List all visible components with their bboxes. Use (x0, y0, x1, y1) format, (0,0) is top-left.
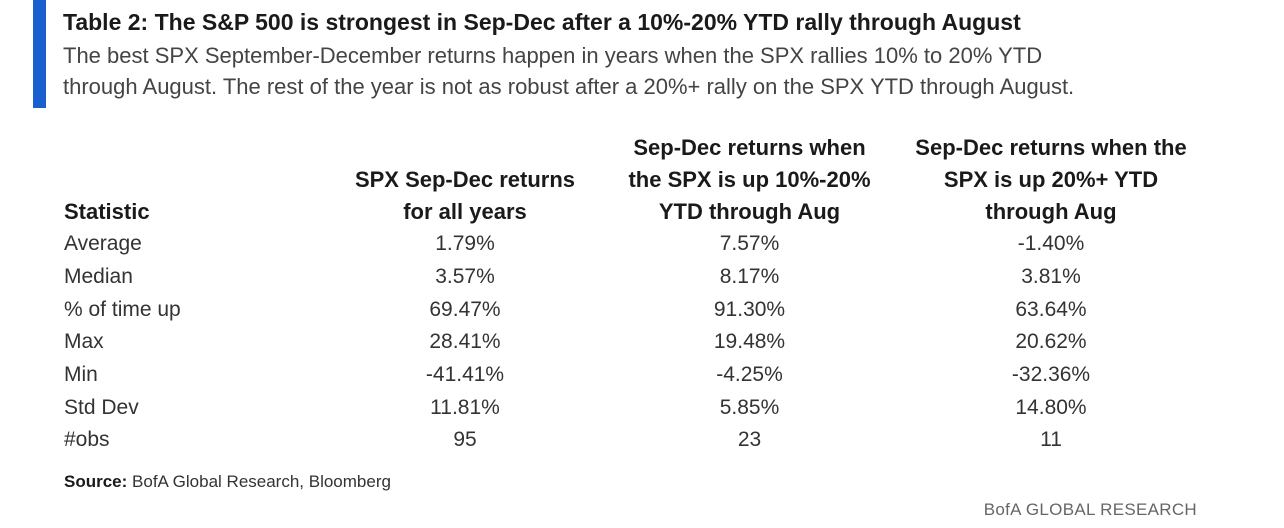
row-label: Std Dev (64, 395, 139, 419)
column-header-line: the SPX is up 10%-20% (628, 167, 871, 192)
table-subtitle: The best SPX September-December returns … (63, 40, 1263, 102)
table-row-max: Max 28.41% 19.48% 20.62% (64, 326, 1224, 359)
header: Table 2: The S&P 500 is strongest in Sep… (63, 6, 1263, 102)
statistics-table: Statistic SPX Sep-Dec returns for all ye… (64, 130, 1224, 457)
table-row-median: Median 3.57% 8.17% 3.81% (64, 261, 1224, 294)
column-header-line: for all years (403, 199, 527, 224)
row-label: % of time up (64, 297, 181, 321)
source-label: Source: (64, 472, 128, 491)
cell-20-plus-rally: 14.80% (1015, 395, 1087, 419)
table-row-std-dev: Std Dev 11.81% 5.85% 14.80% (64, 391, 1224, 424)
table-row-min: Min -41.41% -4.25% -32.36% (64, 359, 1224, 392)
cell-10-20-rally: 8.17% (719, 265, 780, 289)
subtitle-line-1: The best SPX September-December returns … (63, 43, 1043, 68)
column-header-all-years: SPX Sep-Dec returns for all years (334, 164, 596, 228)
table-header-row: Statistic SPX Sep-Dec returns for all ye… (64, 130, 1224, 228)
cell-all-years: 1.79% (435, 232, 495, 256)
cell-20-plus-rally: 63.64% (1015, 297, 1087, 321)
row-label: #obs (64, 428, 110, 452)
cell-20-plus-rally: 11 (1040, 428, 1062, 452)
cell-20-plus-rally: -32.36% (1011, 363, 1091, 387)
column-header-line: Sep-Dec returns when (633, 135, 866, 160)
column-header-line: Statistic (64, 199, 150, 224)
column-header-line: YTD through Aug (658, 199, 841, 224)
cell-20-plus-rally: 20.62% (1015, 330, 1087, 354)
column-header-statistic: Statistic (64, 196, 334, 228)
cell-10-20-rally: 91.30% (713, 297, 786, 321)
table-row-obs: #obs 95 23 11 (64, 424, 1224, 457)
table-title: Table 2: The S&P 500 is strongest in Sep… (63, 9, 1021, 35)
column-header-10-20-rally: Sep-Dec returns when the SPX is up 10%-2… (596, 132, 903, 228)
brand-footer: BofA GLOBAL RESEARCH (983, 500, 1197, 519)
cell-20-plus-rally: -1.40% (1017, 232, 1085, 256)
column-header-20-plus-rally: Sep-Dec returns when the SPX is up 20%+ … (903, 132, 1199, 228)
table-body: Average 1.79% 7.57% -1.40% Median 3.57% … (64, 228, 1224, 457)
source-note: Source: BofA Global Research, Bloomberg (64, 472, 391, 492)
cell-10-20-rally: 23 (737, 428, 762, 452)
cell-10-20-rally: 7.57% (719, 232, 780, 256)
row-label: Median (64, 265, 133, 289)
table-row-average: Average 1.79% 7.57% -1.40% (64, 228, 1224, 261)
column-header-line: SPX is up 20%+ YTD (943, 167, 1159, 192)
subtitle-line-2: through August. The rest of the year is … (63, 74, 1075, 99)
accent-bar (33, 0, 46, 108)
cell-20-plus-rally: 3.81% (1021, 265, 1081, 289)
source-text: BofA Global Research, Bloomberg (132, 472, 391, 491)
cell-10-20-rally: 19.48% (713, 330, 786, 354)
row-label: Max (64, 330, 104, 354)
cell-all-years: 28.41% (429, 330, 501, 354)
cell-all-years: -41.41% (425, 363, 505, 387)
cell-10-20-rally: 5.85% (719, 395, 780, 419)
cell-all-years: 11.81% (430, 395, 500, 419)
row-label: Min (64, 363, 98, 387)
column-header-line: through Aug (985, 199, 1117, 224)
table-row-percent-time-up: % of time up 69.47% 91.30% 63.64% (64, 293, 1224, 326)
column-header-line: Sep-Dec returns when the (915, 135, 1187, 160)
cell-all-years: 69.47% (429, 297, 501, 321)
cell-all-years: 95 (453, 428, 477, 452)
column-header-line: SPX Sep-Dec returns (354, 167, 576, 192)
row-label: Average (64, 232, 142, 256)
cell-10-20-rally: -4.25% (716, 363, 783, 387)
cell-all-years: 3.57% (435, 265, 495, 289)
